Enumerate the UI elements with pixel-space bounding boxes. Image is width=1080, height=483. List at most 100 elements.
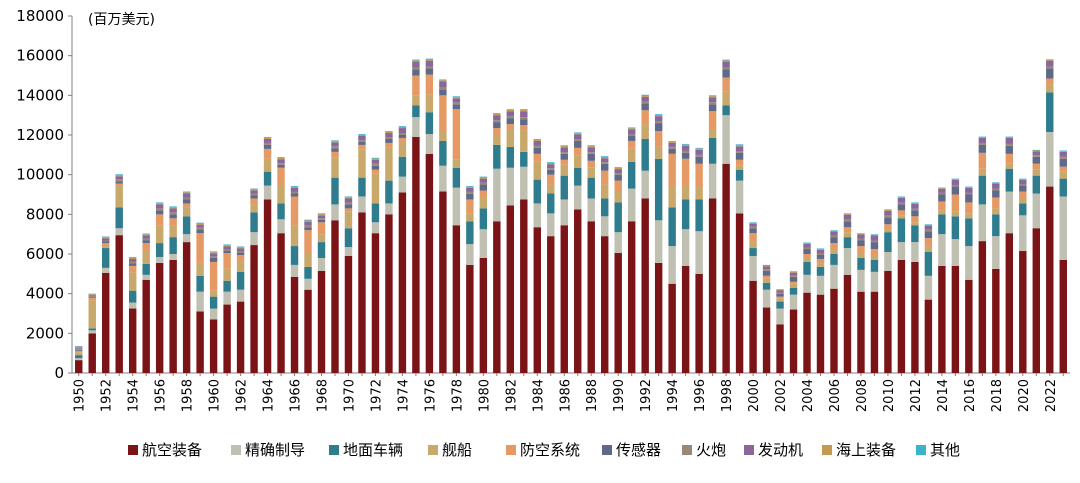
bar-segment-1983-s0 [520,199,527,373]
bar-segment-1977-s5 [439,89,446,95]
bar-segment-1974-s9 [399,126,406,127]
bar-segment-2021-s1 [1033,194,1040,229]
bar-segment-1959-s3 [196,264,203,276]
bar-segment-2002-s0 [776,324,783,373]
bar-segment-1997-s2 [709,138,716,164]
bar-segment-2001-s1 [763,290,770,308]
bar-segment-2013-s3 [925,246,932,252]
x-tick-label: 1958 [181,379,196,412]
bar-segment-2008-s1 [857,270,864,292]
bar-segment-1976-s6 [426,67,433,69]
bar-segment-1952-s6 [102,241,109,242]
bar-segment-1967-s2 [304,267,311,279]
bar-segment-1968-s5 [318,220,325,222]
bar-segment-2003-s0 [790,310,797,373]
bar-segment-1991-s3 [628,149,635,162]
bar-segment-2017-s7 [979,138,986,143]
bar-segment-2006-s5 [830,237,837,243]
legend-swatch [329,445,339,455]
bar-segment-1980-s4 [480,191,487,198]
bar-segment-1988-s0 [588,221,595,373]
bar-segment-1999-s7 [736,146,743,151]
bar-segment-1971-s2 [358,178,365,197]
bar-segment-2002-s6 [776,292,783,293]
bar-segment-1957-s1 [169,254,176,260]
x-tick-label: 2012 [909,379,924,412]
bar-segment-1978-s6 [453,102,460,104]
bar-segment-1953-s1 [115,228,122,235]
bar-segment-2014-s2 [938,214,945,234]
bar-segment-1978-s5 [453,104,460,109]
bar-segment-2018-s5 [992,191,999,198]
bar-segment-2017-s2 [979,176,986,205]
legend-label: 发动机 [758,441,803,459]
bar-segment-2019-s1 [1006,192,1013,234]
bar-segment-1980-s2 [480,208,487,229]
bar-segment-1993-s2 [655,159,662,220]
bar-segment-1957-s5 [169,214,176,218]
bar-segment-1987-s2 [574,168,581,186]
bar-segment-2009-s4 [871,249,878,255]
legend-label: 防空系统 [520,441,580,459]
bar-segment-2013-s9 [925,224,932,225]
bar-segment-2008-s3 [857,254,864,258]
bar-segment-1984-s5 [534,148,541,154]
bar-segment-1954-s2 [129,291,136,303]
bar-segment-1987-s9 [574,132,581,133]
bar-segment-1978-s0 [453,225,460,373]
bar-segment-2015-s6 [952,185,959,187]
bar-segment-2007-s8 [844,214,851,215]
x-tick-label: 1998 [720,379,735,412]
bar-segment-1986-s6 [561,152,568,154]
bar-segment-2011-s4 [898,210,905,215]
x-tick-label: 1990 [612,379,627,412]
bar-segment-2017-s8 [979,137,986,138]
bar-segment-2001-s4 [763,276,770,279]
bar-segment-2004-s4 [803,254,810,258]
bar-segment-1952-s8 [102,237,109,238]
x-tick-label: 1962 [235,379,250,412]
bar-segment-2016-s1 [965,246,972,280]
bar-segment-1994-s4 [668,154,675,187]
bar-segment-2014-s5 [938,195,945,202]
bar-segment-1982-s9 [507,109,514,110]
bar-segment-1955-s1 [142,275,149,280]
bar-segment-2018-s2 [992,214,999,236]
bar-segment-1953-s6 [115,179,122,181]
bar-segment-1959-s8 [196,223,203,224]
bar-segment-1959-s1 [196,292,203,312]
bar-segment-1973-s4 [385,143,392,148]
bar-segment-1975-s9 [412,60,419,61]
bar-segment-1979-s1 [466,244,473,265]
x-tick-label: 2016 [963,379,978,412]
bar-segment-1980-s0 [480,258,487,373]
legend-swatch [822,445,832,455]
bar-segment-1993-s4 [655,131,662,147]
bar-segment-2003-s7 [790,273,797,276]
bar-segment-1995-s1 [682,229,689,266]
bar-segment-1973-s8 [385,132,392,133]
bar-segment-2002-s8 [776,290,783,291]
bar-segment-1974-s8 [399,127,406,128]
bar-segment-1970-s7 [345,198,352,202]
bar-segment-1954-s9 [129,257,136,258]
bar-segment-1987-s0 [574,209,581,373]
bar-segment-1956-s3 [156,225,163,243]
bar-segment-1994-s9 [668,141,675,142]
bar-segment-1974-s3 [399,141,406,157]
bar-segment-2006-s1 [830,265,837,289]
bar-segment-2022-s2 [1046,92,1053,132]
bar-segment-1969-s6 [331,146,338,148]
bar-segment-1971-s1 [358,196,365,212]
bar-segment-1980-s7 [480,179,487,183]
bar-segment-2010-s6 [884,216,891,218]
bar-segment-1982-s0 [507,205,514,373]
bar-segment-2018-s6 [992,189,999,191]
bar-segment-1964-s3 [264,159,271,172]
bar-segment-1959-s2 [196,276,203,292]
bar-segment-1990-s1 [614,232,621,253]
bar-segment-1960-s7 [210,253,217,256]
bar-segment-2010-s7 [884,211,891,216]
bar-segment-2021-s7 [1033,151,1040,155]
x-tick-label: 2010 [882,379,897,412]
